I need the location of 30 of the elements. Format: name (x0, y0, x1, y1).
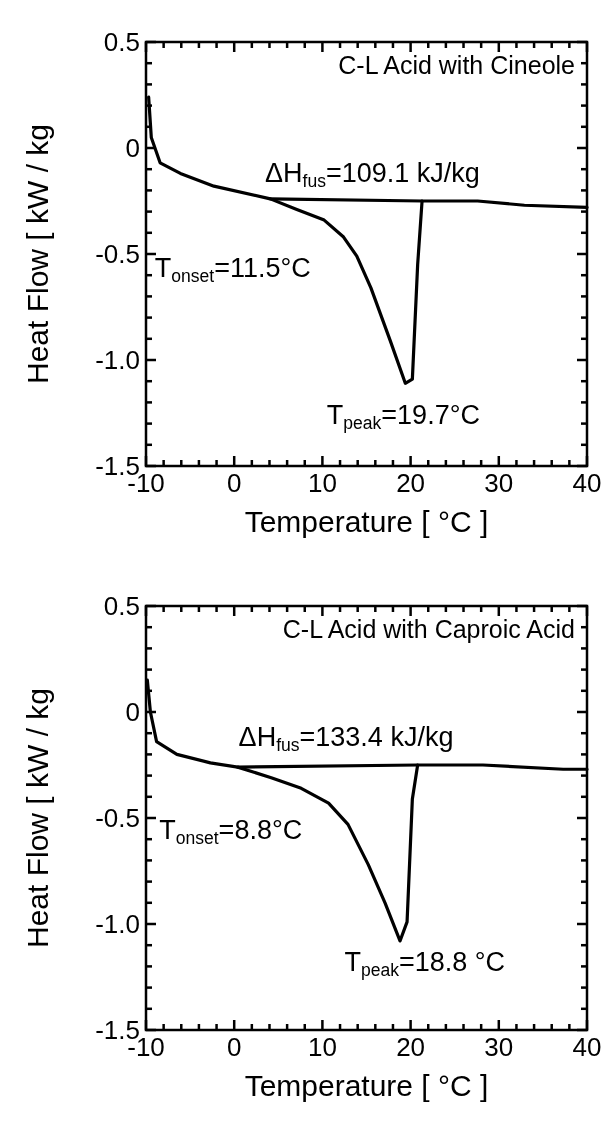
y-tick-label: -0.5 (95, 803, 140, 834)
annotation: ΔH$_{fus}$=109.1 kJ/kg (265, 157, 480, 191)
chart-title: C-L Acid with Caproic Acid (282, 615, 575, 643)
x-tick-label: 30 (484, 1032, 514, 1062)
annotation: T$_{onset}$=8.8°C (159, 815, 303, 848)
x-tick-label: 10 (307, 1032, 337, 1062)
y-tick-label: 0.5 (103, 591, 140, 622)
annotation: T$_{onset}$=11.5°C (154, 253, 311, 286)
x-tick-label: 10 (307, 468, 337, 498)
annotation: T$_{peak}$=19.7°C (326, 399, 480, 433)
y-tick-label: -0.5 (95, 239, 140, 270)
x-axis-title: Temperature [ °C ] (244, 505, 489, 538)
x-axis-title: Temperature [ °C ] (244, 1069, 489, 1102)
y-axis-title: Heat Flow [ kW / kg (21, 687, 54, 949)
y-tick-label: 0.5 (103, 27, 140, 58)
annotation: T$_{peak}$=18.8 °C (344, 946, 506, 980)
annotation: ΔH$_{fus}$=133.4 kJ/kg (238, 721, 454, 755)
y-tick-label: 0 (125, 697, 140, 728)
chart-title: C-L Acid with Cineole (338, 51, 575, 79)
x-tick-label: 20 (396, 1032, 426, 1062)
x-tick-label: 0 (226, 468, 242, 498)
x-tick-label: 40 (572, 1032, 602, 1062)
y-tick-label: 0 (125, 133, 140, 164)
y-tick-label: -1.0 (95, 345, 140, 376)
x-tick-label: 0 (226, 1032, 242, 1062)
y-axis-title: Heat Flow [ kW / kg (21, 123, 54, 385)
y-tick-label: -1.0 (95, 909, 140, 940)
x-tick-label: 30 (484, 468, 514, 498)
x-tick-label: 20 (396, 468, 426, 498)
x-tick-label: 40 (572, 468, 602, 498)
